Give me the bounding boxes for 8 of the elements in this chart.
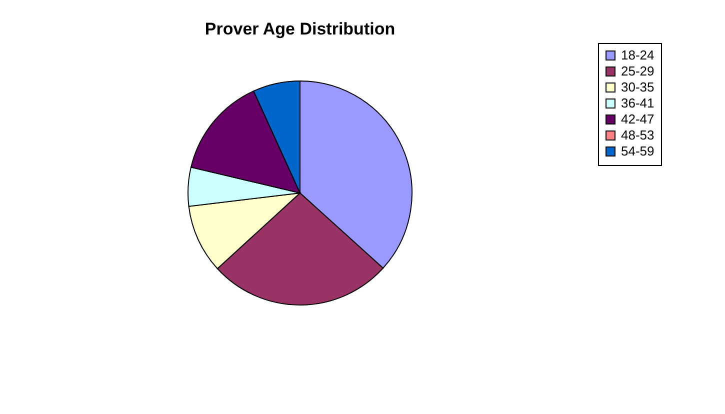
chart-title: Prover Age Distribution — [204, 20, 396, 38]
legend-label: 36-41 — [621, 96, 654, 110]
legend-label: 18-24 — [621, 48, 654, 62]
legend-label: 25-29 — [621, 64, 654, 78]
legend-label: 54-59 — [621, 144, 654, 158]
legend-label: 48-53 — [621, 128, 654, 142]
legend-label: 30-35 — [621, 80, 654, 94]
legend-label: 42-47 — [621, 112, 654, 126]
